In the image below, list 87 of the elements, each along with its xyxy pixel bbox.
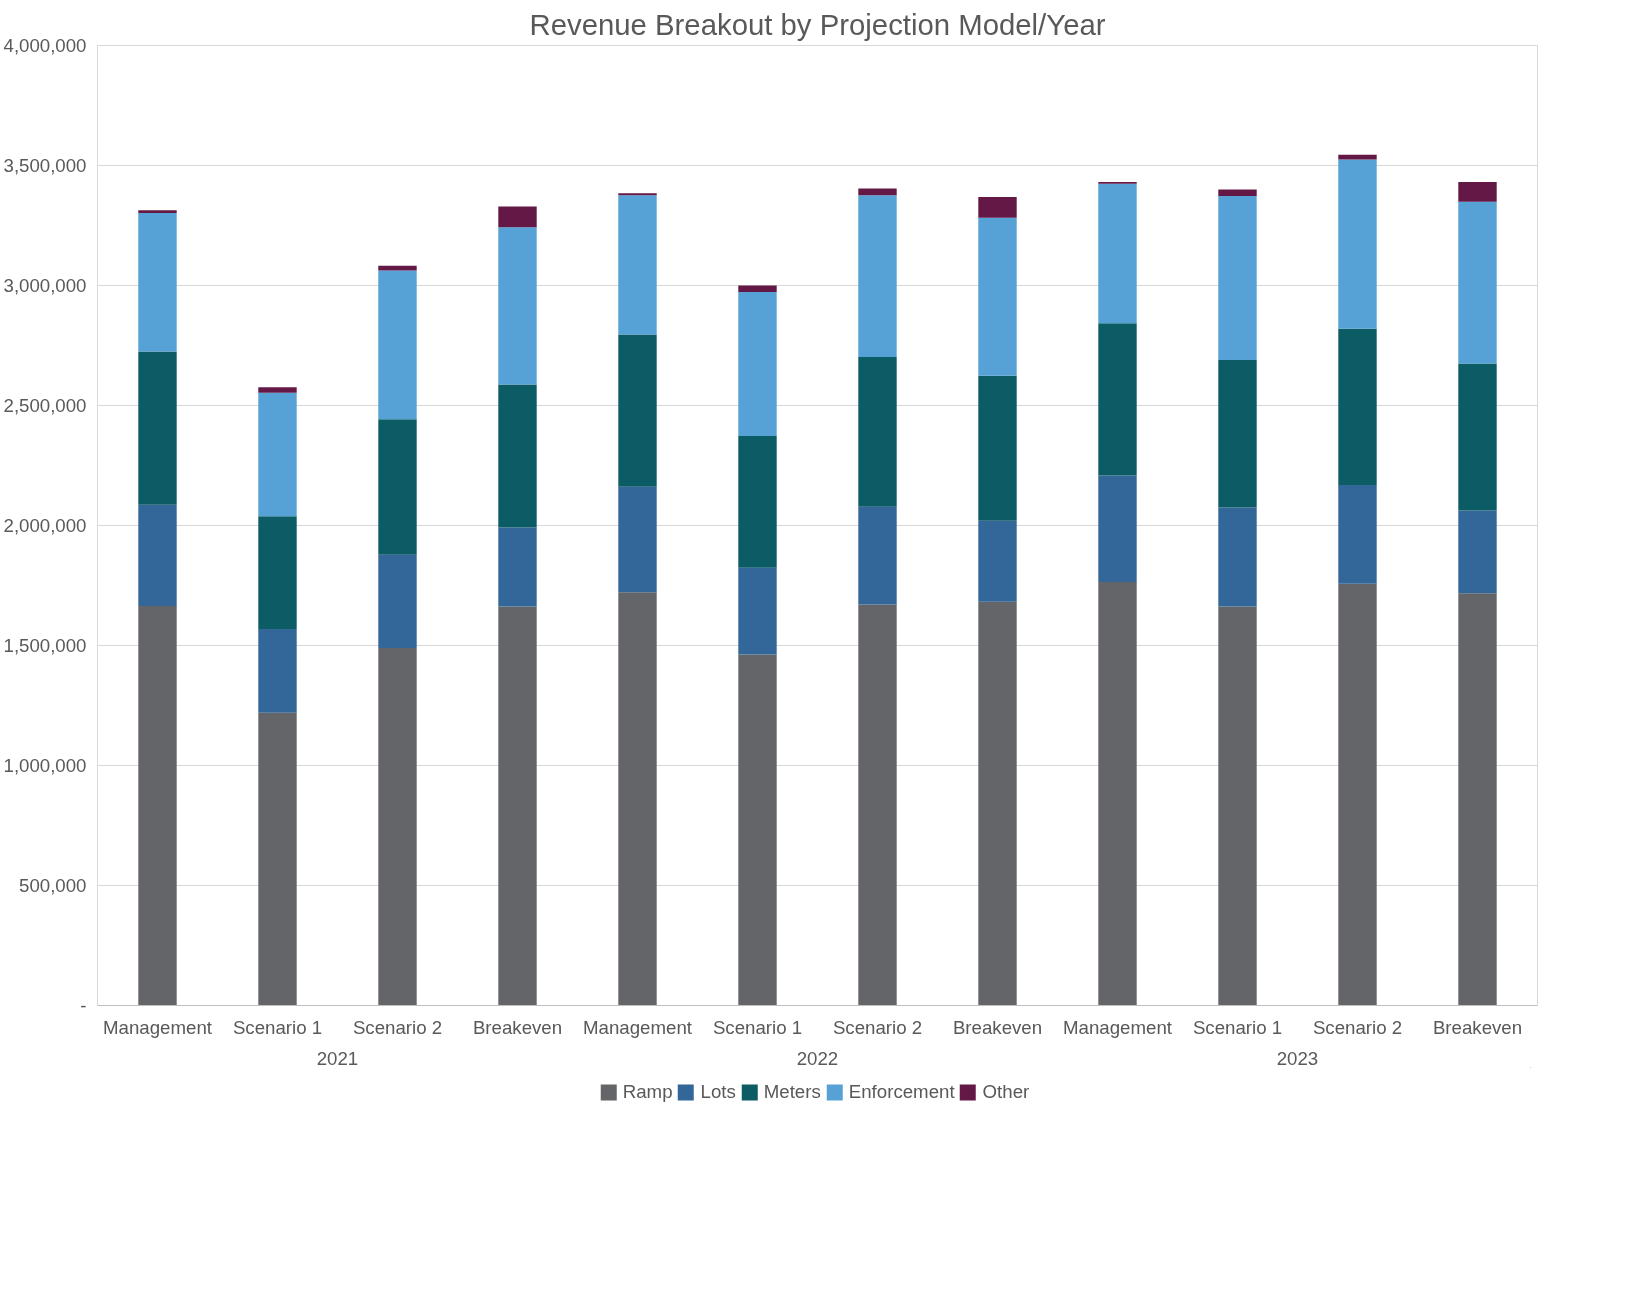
legend-label: Enforcement [848,1081,955,1103]
bar [1458,510,1497,594]
bar [978,196,1017,218]
x-tick-label: Scenario 1 [1192,1016,1283,1038]
x-tick-label: Breakeven [952,1016,1043,1038]
bar [258,628,297,713]
bar [498,606,537,1006]
legend-label: Ramp [622,1081,673,1103]
bar [1338,154,1377,160]
legend-label: Other [982,1081,1030,1103]
bar [618,486,657,593]
bar [1458,182,1497,202]
bar [258,392,297,517]
bar [618,334,657,487]
bar [1098,581,1137,1006]
bar [618,592,657,1006]
x-tick-label: Scenario 2 [1312,1016,1403,1038]
bar [258,516,297,629]
x-tick-label: Scenario 1 [232,1016,323,1038]
bar [1458,201,1497,364]
bar [738,435,777,568]
bar [498,206,537,228]
bar [618,195,657,335]
bar [498,384,537,528]
legend-label: Lots [700,1081,736,1103]
bar [1098,183,1137,324]
x-tick-label: Management [103,1016,213,1038]
bar [138,605,177,1006]
bar [378,647,417,1006]
bar [138,213,177,352]
bar [1458,593,1497,1006]
bar [138,504,177,606]
legend-label: Meters [763,1081,821,1103]
bar [858,188,897,196]
bar [378,419,417,555]
bar [738,567,777,655]
bar [1458,363,1497,511]
x-tick-label: Breakeven [472,1016,563,1038]
bar [978,375,1017,521]
x-tick-label: Scenario 2 [832,1016,923,1038]
bar [138,351,177,505]
x-tick-label: Scenario 2 [352,1016,443,1038]
text: 2021 [316,1047,359,1069]
y-tick-label: 2,500,000 [3,395,87,416]
chart-title: Revenue Breakout by Projection Model/Year [529,7,1106,41]
bar [258,712,297,1006]
bar [1218,606,1257,1006]
bar [858,357,897,507]
bar [978,601,1017,1006]
y-tick-label: 2,000,000 [3,515,87,536]
bar [1098,475,1137,582]
bar [738,285,777,292]
text: 2022 [796,1047,839,1069]
bar [1218,189,1257,196]
bar [738,654,777,1006]
y-tick-label: 3,500,000 [3,155,87,176]
bar [138,210,177,214]
y-tick-label: 3,000,000 [3,275,87,296]
text: 2023 [1276,1047,1319,1069]
bar [978,217,1017,376]
x-tick-label: Management [1063,1016,1173,1038]
bar [1338,328,1377,485]
bar [1098,323,1137,476]
y-tick-label: 500,000 [19,875,87,896]
y-tick-label: - [80,995,87,1016]
bar [1338,484,1377,584]
x-tick-label: Management [583,1016,693,1038]
bar [738,291,777,436]
bar [858,604,897,1006]
x-tick-label: Scenario 1 [712,1016,803,1038]
y-tick-label: 1,500,000 [3,635,87,656]
bar [378,554,417,648]
bar [858,506,897,605]
bar [378,270,417,420]
x-tick-label: Breakeven [1432,1016,1523,1038]
bar [498,527,537,607]
bar [1218,507,1257,607]
bar [978,520,1017,602]
y-tick-label: 4,000,000 [3,35,87,56]
bar [498,227,537,385]
bar [1338,159,1377,329]
bar [258,387,297,393]
bar [858,195,897,358]
bar [1218,359,1257,508]
bar [1218,195,1257,360]
y-tick-label: 1,000,000 [3,755,87,776]
bar [1338,583,1377,1006]
